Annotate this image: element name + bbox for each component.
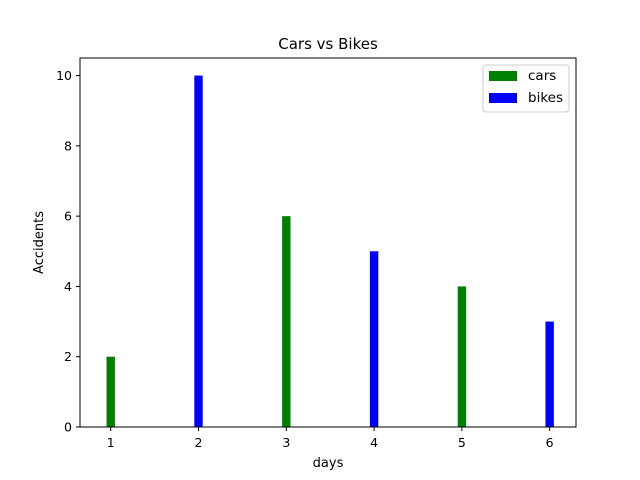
x-tick-label-1: 1 [107, 435, 115, 450]
x-axis-ticks: 1 2 3 4 5 6 [107, 427, 554, 450]
x-tick-label-5: 5 [458, 435, 466, 450]
bar-cars-day-3 [282, 216, 291, 427]
chart-title: Cars vs Bikes [278, 35, 378, 53]
legend-swatch-bikes [489, 93, 517, 103]
y-tick-label-0: 0 [64, 420, 72, 435]
y-axis-ticks: 0 2 4 6 8 10 [56, 68, 80, 435]
y-tick-label-6: 6 [64, 209, 72, 224]
y-axis-label: Accidents [32, 211, 47, 274]
bar-cars-day-5 [457, 286, 467, 427]
bar-bikes-day-4 [369, 251, 379, 427]
x-axis-label: days [313, 456, 344, 471]
bar-bikes-day-2 [194, 75, 203, 428]
y-tick-label-4: 4 [64, 279, 72, 294]
x-tick-label-4: 4 [370, 435, 378, 450]
plot-frame [79, 57, 577, 428]
bar-cars-day-1 [106, 356, 115, 427]
bar-bikes-day-6 [545, 321, 554, 427]
x-tick-label-6: 6 [546, 435, 554, 450]
bars-layer [106, 75, 554, 428]
y-tick-label-2: 2 [64, 349, 72, 364]
x-tick-label-2: 2 [195, 435, 203, 450]
y-tick-label-8: 8 [64, 138, 72, 153]
legend-label-bikes: bikes [528, 90, 563, 106]
y-tick-label-10: 10 [56, 68, 72, 83]
legend-label-cars: cars [528, 68, 556, 84]
x-tick-label-3: 3 [282, 435, 290, 450]
legend-swatch-cars [489, 71, 517, 81]
legend: cars bikes [482, 64, 570, 113]
